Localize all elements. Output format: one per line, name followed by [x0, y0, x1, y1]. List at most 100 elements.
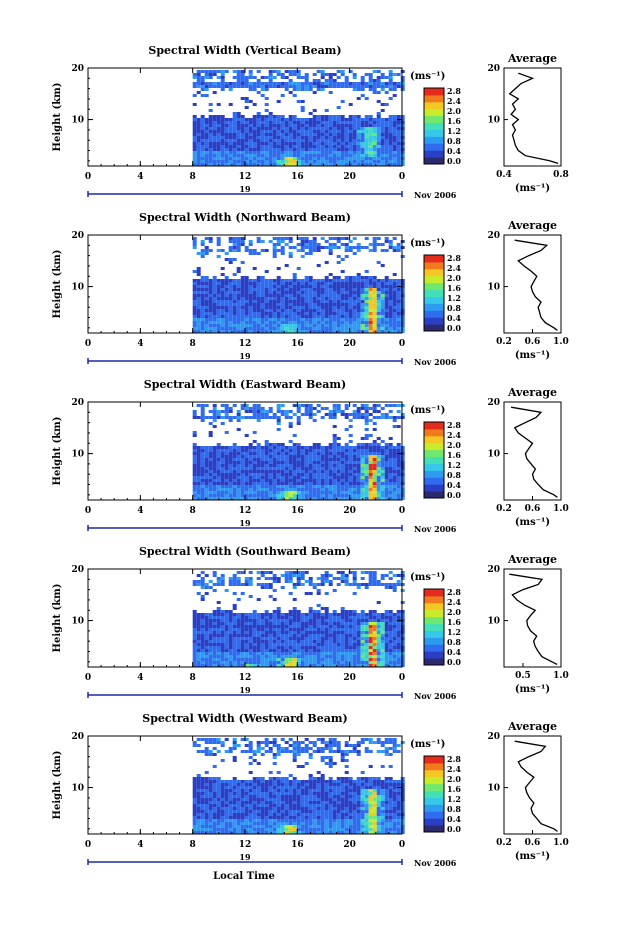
heatmap-cell	[384, 470, 389, 473]
heatmap-cell	[228, 330, 233, 333]
heatmap-cell	[260, 240, 265, 243]
heatmap-cell	[280, 619, 285, 622]
heatmap-cell	[312, 79, 317, 82]
heatmap-cell	[216, 485, 221, 488]
heatmap-cell	[356, 148, 361, 151]
heatmap-cell	[248, 121, 253, 124]
heatmap-cell	[276, 428, 281, 431]
heatmap-cell	[272, 491, 277, 494]
heatmap-cell	[220, 485, 225, 488]
heatmap-cell	[240, 407, 245, 410]
heatmap-cell	[372, 133, 377, 136]
heatmap-cell	[208, 449, 213, 452]
heatmap-cell	[356, 655, 361, 658]
heatmap-cell	[332, 148, 337, 151]
heatmap-cell	[224, 85, 229, 88]
heatmap-cell	[392, 300, 397, 303]
heatmap-cell	[224, 416, 229, 419]
heatmap-cell	[372, 154, 377, 157]
heatmap-cell	[292, 482, 297, 485]
heatmap-cell	[244, 291, 249, 294]
heatmap-cell	[316, 70, 321, 73]
heatmap-cell	[344, 285, 349, 288]
heatmap-cell	[356, 297, 361, 300]
heatmap-cell	[380, 154, 385, 157]
average-frame	[503, 67, 562, 167]
heatmap-cell	[328, 160, 333, 163]
heatmap-cell	[312, 148, 317, 151]
heatmap-cell	[400, 154, 405, 157]
heatmap-cell	[224, 297, 229, 300]
heatmap-cell	[368, 160, 373, 163]
heatmap-cell	[324, 577, 329, 580]
heatmap-cell	[276, 282, 281, 285]
heatmap-cell	[376, 631, 381, 634]
heatmap-cell	[240, 318, 245, 321]
heatmap-cell	[300, 482, 305, 485]
heatmap-cell	[356, 485, 361, 488]
heatmap-cell	[208, 458, 213, 461]
heatmap-cell	[236, 661, 241, 664]
heatmap-cell	[220, 267, 225, 270]
heatmap-cell	[356, 634, 361, 637]
heatmap-cell	[204, 318, 209, 321]
heatmap-cell	[344, 324, 349, 327]
heatmap-cell	[320, 455, 325, 458]
heatmap-cell	[380, 249, 385, 252]
heatmap-cell	[268, 315, 273, 318]
heatmap-cell	[272, 640, 277, 643]
heatmap-cell	[328, 485, 333, 488]
heatmap-cell	[392, 303, 397, 306]
heatmap-cell	[204, 574, 209, 577]
heatmap-cell	[348, 467, 353, 470]
heatmap-cell	[224, 652, 229, 655]
heatmap-cell	[240, 124, 245, 127]
heatmap-cell	[256, 643, 261, 646]
heatmap-cell	[328, 82, 333, 85]
heatmap-cell	[368, 574, 373, 577]
heatmap-cell	[340, 580, 345, 583]
heatmap-cell	[200, 312, 205, 315]
heatmap-cell	[220, 652, 225, 655]
heatmap-cell	[340, 467, 345, 470]
heatmap-cell	[316, 118, 321, 121]
heatmap-cell	[372, 303, 377, 306]
heatmap-cell	[312, 82, 317, 85]
heatmap-cell	[364, 97, 369, 100]
heatmap-cell	[380, 628, 385, 631]
heatmap-cell	[200, 479, 205, 482]
heatmap-cell	[340, 631, 345, 634]
heatmap-cell	[340, 449, 345, 452]
heatmap-cell	[292, 142, 297, 145]
heatmap-cell	[200, 449, 205, 452]
heatmap-cell	[228, 583, 233, 586]
heatmap-cell	[260, 133, 265, 136]
heatmap-cell	[312, 237, 317, 240]
heatmap-cell	[372, 416, 377, 419]
heatmap-cell	[252, 145, 257, 148]
heatmap-cell	[380, 482, 385, 485]
heatmap-cell	[248, 488, 253, 491]
heatmap-cell	[240, 148, 245, 151]
heatmap-cell	[268, 640, 273, 643]
heatmap-cell	[360, 145, 365, 148]
heatmap-cell	[292, 288, 297, 291]
heatmap-cell	[224, 288, 229, 291]
heatmap-cell	[360, 151, 365, 154]
heatmap-cell	[272, 148, 277, 151]
heatmap-cell	[284, 491, 289, 494]
heatmap-cell	[236, 240, 241, 243]
heatmap-cell	[316, 640, 321, 643]
heatmap-cell	[280, 279, 285, 282]
heatmap-cell	[192, 294, 197, 297]
heatmap-cell	[280, 133, 285, 136]
heatmap-cell	[196, 300, 201, 303]
heatmap-cell	[236, 652, 241, 655]
heatmap-cell	[312, 124, 317, 127]
heatmap-cell	[292, 646, 297, 649]
heatmap-cell	[216, 136, 221, 139]
heatmap-cell	[380, 279, 385, 282]
heatmap-cell	[376, 148, 381, 151]
heatmap-cell	[272, 634, 277, 637]
heatmap-cell	[204, 163, 209, 166]
